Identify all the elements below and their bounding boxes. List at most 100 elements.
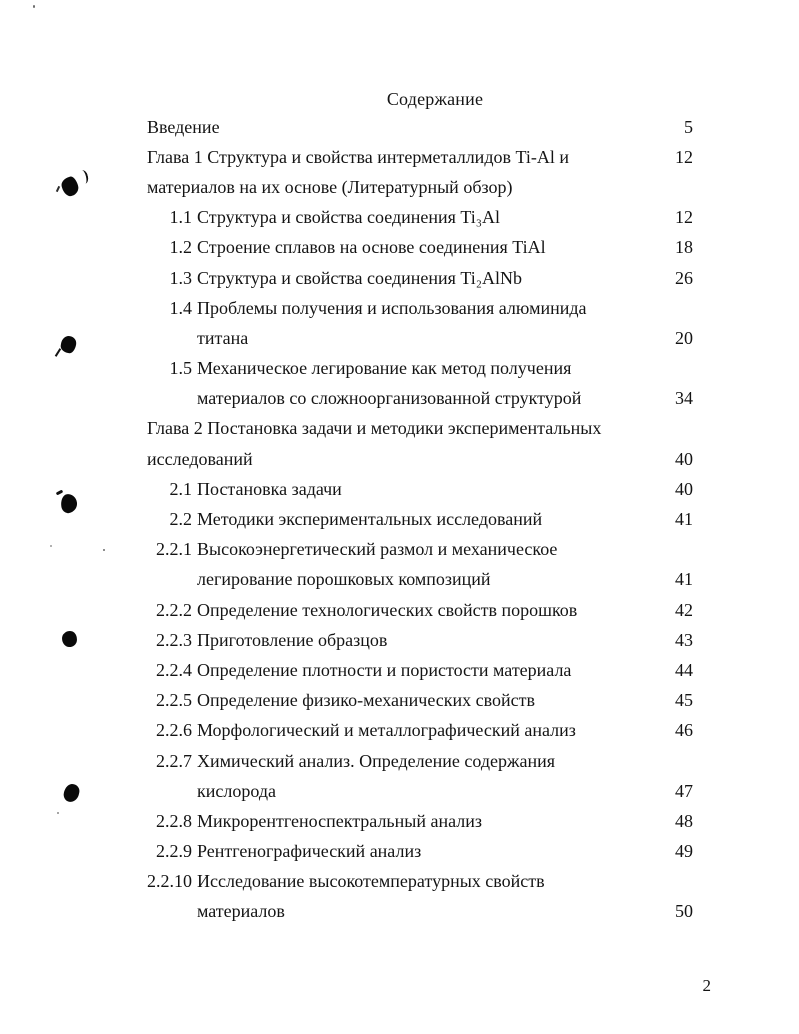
toc-row: материалов со сложноорганизованной струк… [147,384,693,414]
toc-entry-text: Постановка задачи [197,478,342,499]
toc-entry-number: 2.2 [169,509,193,530]
toc-row: 2.2.1 Высокоэнергетический размол и механ… [147,535,693,565]
toc-entry-text: Рентгенографический анализ [197,841,422,862]
toc-entry-page: 50 [675,901,693,922]
toc-entry-number: 2.2.3 [156,629,192,650]
ink-tick-artifact [54,348,62,357]
toc-row: 1.5 Механическое легирование как метод по… [147,354,693,384]
toc-entry-text: Приготовление образцов [197,629,388,650]
toc-entry-page: 5 [684,116,693,137]
ink-blob-artifact [59,175,81,198]
toc-entry-page: 41 [675,509,693,530]
toc-entry-text: Методики экспериментальных исследований [197,509,543,530]
ink-blob-artifact [62,782,81,804]
toc-list: Введение 5 Глава 1 Структура и свойства ин… [147,112,693,927]
toc-entry-number: 2.2.4 [156,659,192,680]
speck-artifact [50,545,52,547]
toc-entry-page: 40 [675,478,693,499]
toc-entry-number: 2.2.2 [156,599,192,620]
ink-blob-artifact [59,334,78,355]
toc-entry-text: материалов [197,901,285,922]
toc-entry-text: Морфологический и металлографический ана… [197,720,576,741]
toc-row: 2.2.7 Химический анализ. Определение соде… [147,746,693,776]
toc-entry-text: Определение физико-механических свойств [197,690,535,711]
toc-row: 2.2.5 Определение физико-механических сво… [147,686,693,716]
toc-entry-page: 12 [675,146,693,167]
toc-entry-page: 47 [675,780,693,801]
toc-entry-text: Определение плотности и пористости матер… [197,659,572,680]
toc-entry-number: 2.2.8 [156,810,192,831]
toc-row: 2.2.2 Определение технологических свойств… [147,595,693,625]
toc-row: 1.2 Строение сплавов на основе соединения… [147,233,694,263]
toc-entry-text: Структура и свойства соединения Ti₃Al [197,207,501,228]
toc-entry-page: 40 [675,448,693,469]
ink-tick-artifact [55,489,64,496]
toc-row: Глава 1 Структура и свойства интерметалл… [147,142,693,172]
toc-entry-number: 2.2.9 [156,841,192,862]
toc-entry-page: 34 [675,388,693,409]
toc-entry-text: исследований [147,448,253,469]
toc-entry-text: кислорода [197,780,276,801]
toc-entry-text: титана [197,327,249,348]
ink-blob-artifact [61,630,78,648]
toc-row: материалов 50 [147,897,693,927]
toc-row: Глава 2 Постановка задачи и методики экс… [147,414,693,444]
speck-artifact [57,812,59,814]
toc-entry-page: 43 [675,629,693,650]
toc-row: 2.2 Методики экспериментальных исследован… [147,504,694,534]
toc-row: 1.1 Структура и свойства соединения Ti₃Al… [147,203,694,233]
page-number: 2 [702,976,712,995]
toc-entry-page: 20 [675,327,693,348]
toc-row: 2.1 Постановка задачи 40 [147,474,694,504]
toc-row: 2.2.10 Исследование высокотемпературных с… [147,867,693,897]
toc-entry-number: 2.1 [169,478,193,499]
toc-entry-page: 41 [675,569,693,590]
toc-row: легирование порошковых композиций 41 [147,565,693,595]
ink-arc-artifact [77,169,90,185]
toc-entry-page: 48 [675,810,693,831]
toc-row: материалов на их основе (Литературный об… [147,172,693,202]
speck-artifact [103,549,105,551]
toc-entry-page: 46 [675,720,693,741]
toc-row: 2.2.6 Морфологический и металлографически… [147,716,693,746]
toc-entry-text: Химический анализ. Определение содержани… [197,750,555,771]
toc-row: 1.4 Проблемы получения и использования ал… [147,293,693,323]
toc-row: кислорода 47 [147,776,693,806]
toc-entry-number: 2.2.5 [156,690,192,711]
toc-entry-number: 1.5 [169,358,193,379]
toc-row: 2.2.4 Определение плотности и пористости … [147,655,693,685]
toc-row: 2.2.8 Микрорентгеноспектральный анализ 48 [147,806,693,836]
toc-entry-page: 42 [675,599,693,620]
toc-entry-page: 45 [675,690,693,711]
toc-entry-text: материалов со сложноорганизованной струк… [197,388,582,409]
toc-entry-number: 2.2.1 [156,539,192,560]
toc-row: Введение 5 [147,112,693,142]
page-title: Содержание [386,89,484,109]
toc-entry-page: 12 [675,207,693,228]
toc-row: титана 20 [147,323,693,353]
toc-entry-number: 1.1 [169,207,193,228]
toc-entry-text: Глава 1 Структура и свойства интерметалл… [147,146,569,167]
toc-entry-page: 44 [675,659,693,680]
toc-entry-number: 1.2 [169,237,193,258]
toc-entry-text: Введение [147,116,220,137]
toc-entry-number: 2.2.6 [156,720,192,741]
toc-entry-text: материалов на их основе (Литературный об… [147,176,513,197]
toc-entry-text: Исследование высокотемпературных свойств [197,871,545,892]
toc-entry-page: 49 [675,841,693,862]
toc-entry-text: легирование порошковых композиций [197,569,491,590]
toc-content: Содержание Введение 5 Глава 1 Структура и … [147,88,693,927]
toc-entry-text: Механическое легирование как метод получ… [197,358,572,379]
toc-row: исследований 40 [147,444,693,474]
toc-entry-number: 1.3 [169,267,193,288]
toc-row: 2.2.3 Приготовление образцов 43 [147,625,693,655]
toc-entry-text: Проблемы получения и использования алюми… [197,297,587,318]
toc-entry-text: Определение технологических свойств поро… [197,599,578,620]
toc-entry-text: Глава 2 Постановка задачи и методики экс… [147,418,602,439]
toc-entry-number: 2.2.10 [147,871,192,892]
toc-entry-text: Структура и свойства соединения Ti₂AlNb [197,267,523,288]
toc-entry-text: Высокоэнергетический размол и механическ… [197,539,558,560]
toc-entry-text: Строение сплавов на основе соединения Ti… [197,237,546,258]
toc-row: 2.2.9 Рентгенографический анализ 49 [147,837,693,867]
